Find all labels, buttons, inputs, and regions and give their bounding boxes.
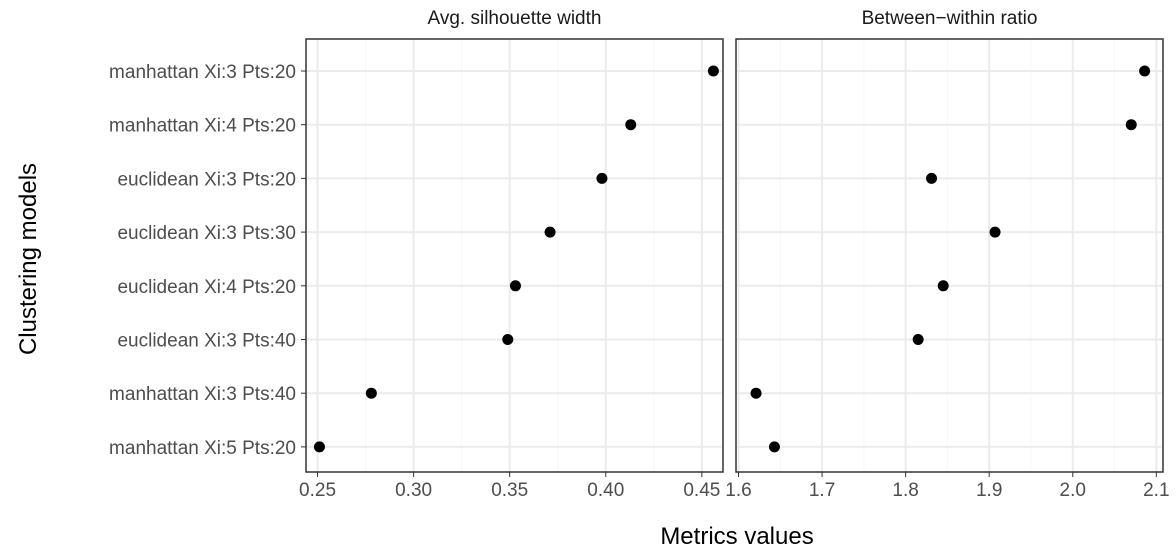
x-tick-label: 2.1 xyxy=(1143,480,1169,501)
panel-background xyxy=(306,39,723,472)
x-tick-label: 1.6 xyxy=(725,480,751,501)
x-tick-label: 1.7 xyxy=(809,480,835,501)
data-point xyxy=(544,226,556,238)
facets-layer: Avg. silhouette width 0.25 0.30 0.35 0.40 0.4… xyxy=(299,8,1169,501)
y-tick-label: euclidean Xi:3 Pts:20 xyxy=(117,169,296,190)
panel-border xyxy=(305,38,724,473)
y-tick-label: euclidean Xi:4 Pts:20 xyxy=(117,277,296,298)
data-point xyxy=(768,441,780,453)
data-point xyxy=(596,172,608,184)
panel-border xyxy=(735,38,1164,473)
x-tick-label: 0.45 xyxy=(683,480,720,501)
data-point xyxy=(625,119,637,131)
y-tick-label: manhattan Xi:5 Pts:20 xyxy=(109,438,296,459)
data-point xyxy=(750,387,762,399)
y-tick-labels: manhattan Xi:3 Pts:20 manhattan Xi:4 Pts:… xyxy=(109,62,306,459)
x-tick-label: 2.0 xyxy=(1060,480,1086,501)
data-point xyxy=(707,65,719,77)
x-tick-label: 0.40 xyxy=(587,480,624,501)
data-point xyxy=(989,226,1001,238)
data-point xyxy=(926,172,938,184)
facet-panel: Avg. silhouette width 0.25 0.30 0.35 0.40 0.4… xyxy=(299,8,724,501)
facet-title: Avg. silhouette width xyxy=(428,8,602,29)
data-point xyxy=(1125,119,1137,131)
panel-background xyxy=(736,39,1163,472)
data-point xyxy=(912,334,924,345)
data-point xyxy=(502,334,514,345)
x-tick-label: 0.30 xyxy=(395,480,432,501)
y-tick-label: manhattan Xi:3 Pts:20 xyxy=(109,62,296,83)
x-tick-label: 0.35 xyxy=(491,480,528,501)
x-tick-label: 1.8 xyxy=(892,480,918,501)
facet-title: Between−within ratio xyxy=(862,8,1038,29)
x-tick-label: 1.9 xyxy=(976,480,1002,501)
x-axis-title: Metrics values xyxy=(660,523,813,550)
y-tick-label: euclidean Xi:3 Pts:30 xyxy=(117,223,296,244)
data-point xyxy=(313,441,325,453)
data-point xyxy=(937,280,949,292)
y-axis-title: Clustering models xyxy=(15,163,42,355)
data-point xyxy=(509,280,521,292)
y-tick-label: manhattan Xi:4 Pts:20 xyxy=(109,116,296,137)
facet-panel: Between−within ratio 1.6 1.7 1.8 1.9 2.0 2.1 xyxy=(725,8,1169,501)
y-tick-label: manhattan Xi:3 Pts:40 xyxy=(109,384,296,405)
x-tick-label: 0.25 xyxy=(299,480,336,501)
data-point xyxy=(365,387,377,399)
y-tick-label: euclidean Xi:3 Pts:40 xyxy=(117,331,296,352)
data-point xyxy=(1139,65,1151,77)
